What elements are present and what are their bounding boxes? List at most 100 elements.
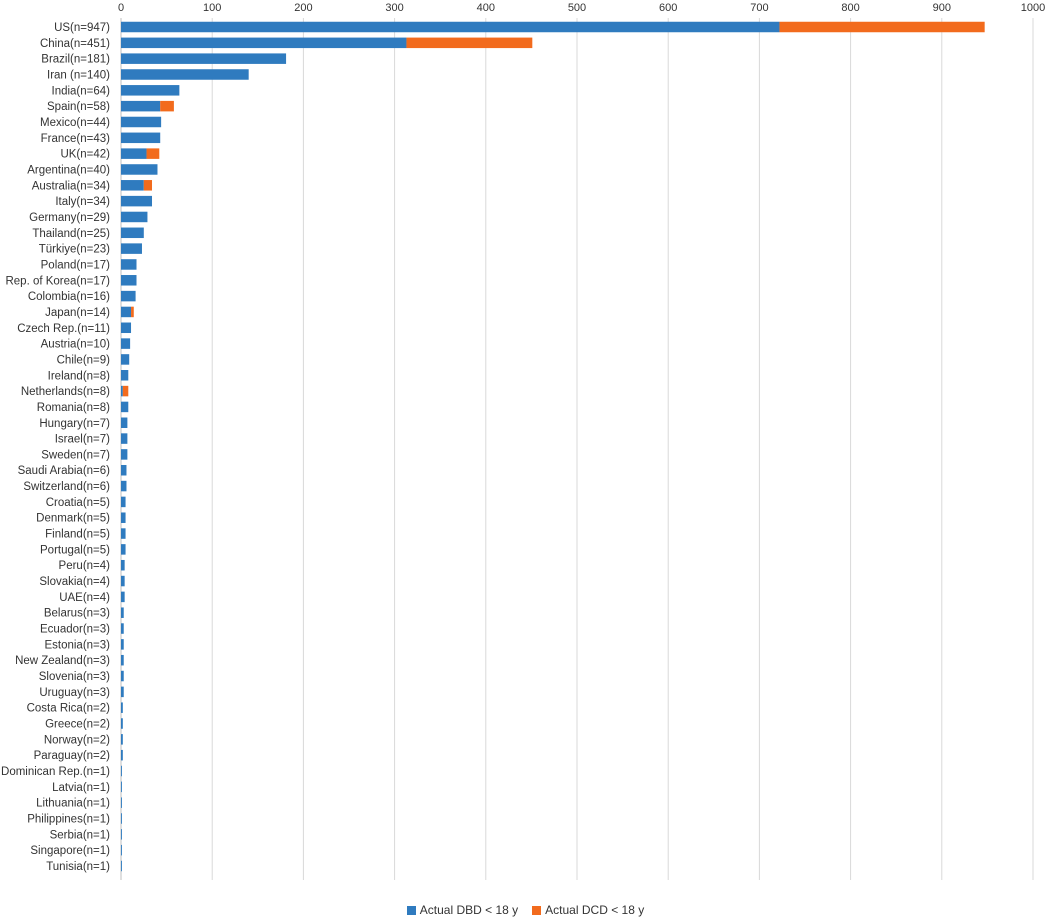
bar-segment-dbd [121,354,130,365]
x-tick-label: 100 [203,2,221,14]
x-tick-label: 0 [118,2,124,14]
bar-segment-dbd [121,749,123,761]
category-label: Hungary(n=7) [39,418,110,430]
category-label: Croatia(n=5) [46,497,110,509]
x-tick-label: 700 [750,2,768,14]
category-label: Latvia(n=1) [52,782,110,794]
bar-segment-dbd [121,528,126,539]
category-label: Estonia(n=3) [44,639,110,651]
category-label: Rep. of Korea(n=17) [5,275,110,287]
bar-segment-dbd [121,211,148,223]
bar-segment-dbd [121,290,136,302]
category-label: Portugal(n=5) [40,544,110,556]
category-label: Saudi Arabia(n=6) [18,465,111,477]
bar-segment-dbd [121,243,142,254]
bar-segment-dcd [143,180,153,191]
legend-label-dbd: Actual DBD < 18 y [419,903,519,917]
category-label: Austria(n=10) [41,339,111,351]
x-tick-label: 300 [385,2,403,14]
bar-segment-dbd [121,385,123,397]
x-tick-label: 800 [841,2,859,14]
grid-lines [120,18,1034,880]
category-label: Thailand(n=25) [32,228,110,240]
bar-segment-dbd [121,544,126,555]
category-label: Slovenia(n=3) [39,671,110,683]
category-label: Argentina(n=40) [27,164,110,176]
category-label: UK(n=42) [60,149,110,161]
legend-swatch-dbd [406,905,416,915]
category-label: China(n=451) [40,38,110,50]
bar-segment-dbd [121,417,128,428]
category-label: Türkiye(n=23) [39,244,110,256]
bar-segment-dbd [121,275,137,286]
bar-segment-dbd [121,100,161,112]
category-label: UAE(n=4) [59,592,110,604]
x-axis-ticks: 0 100 200 300 400 500 600 700 800 900 1000 [118,2,1045,14]
bar-segment-dbd [121,69,249,80]
bar-segment-dbd [121,53,287,64]
legend-swatch-dcd [532,905,542,915]
bar-segment-dbd [121,670,124,682]
bar-segment-dbd [121,132,161,144]
bar-segment-dbd [121,654,124,666]
category-label: Philippines(n=1) [27,814,110,826]
bar-segment-dbd [121,765,122,777]
category-label: France(n=43) [41,133,111,145]
legend-item-dbd: Actual DBD < 18 y [406,903,519,917]
bar-segment-dcd [131,306,134,318]
category-label: Norway(n=2) [44,734,110,746]
bar-segment-dbd [121,259,137,270]
bar-segment-dbd [121,639,124,650]
category-label: Paraguay(n=2) [34,750,111,762]
category-label: Ireland(n=8) [48,370,110,382]
category-label: Mexico(n=44) [40,117,110,129]
bar-segment-dcd [779,21,985,33]
bar-segment-dbd [121,227,144,239]
legend: Actual DBD < 18 y Actual DCD < 18 y [0,900,1051,920]
x-tick-label: 900 [933,2,951,14]
x-tick-label: 200 [294,2,312,14]
bar-segment-dbd [121,734,123,745]
legend-item-dcd: Actual DCD < 18 y [532,903,644,917]
category-label: India(n=64) [52,85,111,97]
bar-segment-dbd [121,480,127,492]
bar-segment-dbd [121,37,407,49]
category-label: Spain(n=58) [47,101,110,113]
category-label: Belarus(n=3) [44,608,110,620]
bar-segment-dbd [121,607,124,618]
category-label: Romania(n=8) [37,402,110,414]
bar-segment-dbd [121,844,122,856]
bar-segment-dbd [121,370,129,381]
bar-segment-dbd [121,496,126,508]
category-label: Italy(n=34) [55,196,110,208]
bar-segment-dbd [121,338,131,349]
bar-segment-dbd [121,718,123,729]
legend-label-dcd: Actual DCD < 18 y [545,903,645,917]
bar-segment-dbd [121,860,122,872]
x-tick-label: 500 [568,2,586,14]
category-label: Dominican Rep.(n=1) [1,766,110,778]
category-label: Denmark(n=5) [36,513,110,525]
bar-segment-dbd [121,449,128,460]
category-label: Switzerland(n=6) [23,481,110,493]
x-tick-label: 600 [659,2,677,14]
bar-segment-dbd [121,829,122,840]
bar-segment-dbd [121,781,122,793]
bar-segment-dbd [121,813,122,824]
category-label: Germany(n=29) [29,212,110,224]
bar-segment-dbd [121,512,126,523]
category-label: Slovakia(n=4) [39,576,110,588]
bar-segment-dbd [121,148,147,159]
category-label: Peru(n=4) [59,560,111,572]
bar-segment-dbd [121,21,780,33]
category-label: Poland(n=17) [41,259,111,271]
bar-segment-dbd [121,464,127,476]
category-label: US(n=947) [54,22,110,34]
category-label: Iran (n=140) [47,69,110,81]
category-label: Colombia(n=16) [28,291,110,303]
category-label: Serbia(n=1) [50,829,111,841]
bar-segment-dcd [160,100,174,112]
category-label: Greece(n=2) [45,719,110,731]
bar-segment-dbd [121,401,129,413]
